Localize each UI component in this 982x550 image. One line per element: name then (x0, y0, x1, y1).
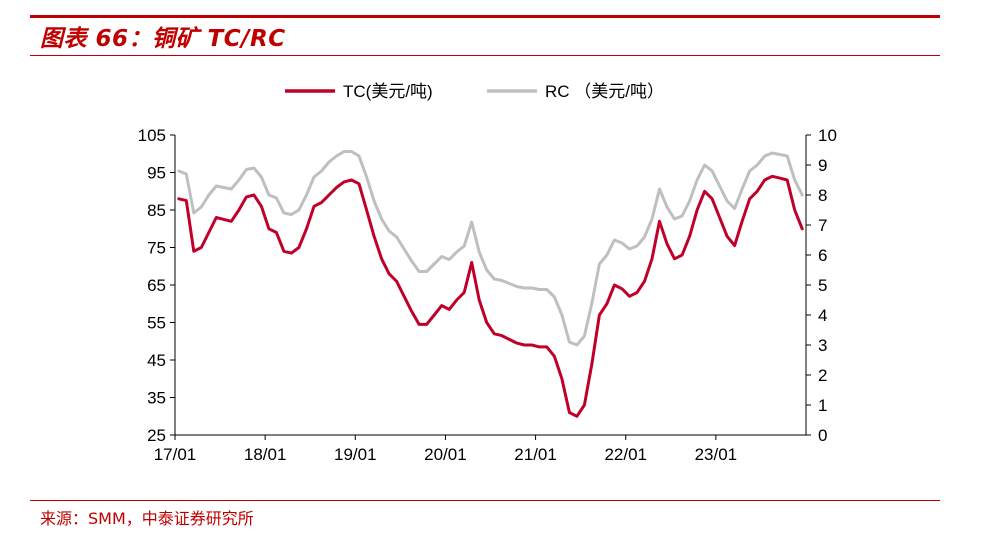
y-left-tick-label: 85 (147, 201, 166, 220)
y-left-tick-label: 35 (147, 389, 166, 408)
x-tick-label: 22/01 (604, 445, 647, 464)
header-top-rule (30, 15, 940, 18)
legend-tc-label: TC(美元/吨) (343, 82, 433, 101)
y-right-tick-label: 7 (818, 216, 827, 235)
y-left-tick-label: 65 (147, 276, 166, 295)
y-right-tick-label: 2 (818, 366, 827, 385)
x-tick-label: 23/01 (695, 445, 738, 464)
source-note: 来源：SMM，中泰证券研究所 (40, 505, 254, 529)
x-tick-label: 20/01 (424, 445, 467, 464)
tc-series-line (179, 176, 802, 416)
y-left-tick-label: 95 (147, 164, 166, 183)
rc-series-line (179, 152, 802, 346)
footer-rule (30, 500, 940, 501)
x-tick-label: 18/01 (244, 445, 287, 464)
y-right-tick-label: 3 (818, 336, 827, 355)
x-tick-label: 19/01 (334, 445, 377, 464)
y-right-tick-label: 5 (818, 276, 827, 295)
figure-title: 图表 66：铜矿 TC/RC (40, 19, 286, 53)
y-right-tick-label: 1 (818, 396, 827, 415)
header-bottom-rule (30, 55, 940, 56)
x-tick-label: 17/01 (154, 445, 197, 464)
y-left-tick-label: 75 (147, 239, 166, 258)
y-right-tick-label: 4 (818, 306, 827, 325)
y-right-tick-label: 0 (818, 426, 827, 445)
y-left-tick-label: 55 (147, 314, 166, 333)
y-right-tick-label: 10 (818, 126, 837, 145)
y-right-tick-label: 9 (818, 156, 827, 175)
figure-title-row: 图表 66：铜矿 TC/RC (40, 20, 286, 52)
y-right-tick-label: 8 (818, 186, 827, 205)
chart-container: 105 95 85 75 65 55 45 35 25 10 9 8 7 6 5 4 3 2 1 0 17/01 18/0… (0, 60, 982, 490)
y-left-tick-label: 105 (138, 126, 166, 145)
y-left-tick-label: 45 (147, 351, 166, 370)
x-tick-label: 21/01 (514, 445, 557, 464)
y-right-tick-label: 6 (818, 246, 827, 265)
y-left-tick-label: 25 (147, 426, 166, 445)
legend-rc-label: RC （美元/吨） (545, 82, 664, 101)
